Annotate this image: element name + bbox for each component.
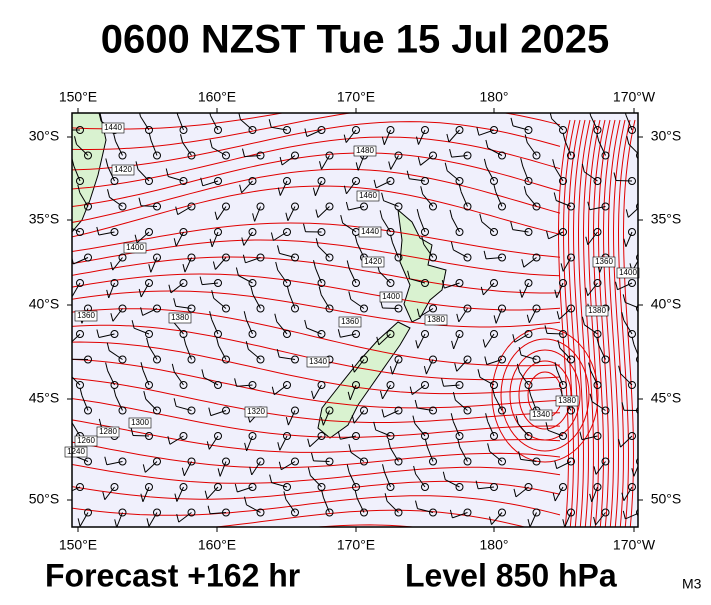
latitude-label: 35°S [29, 211, 60, 227]
contour-label: 1440 [361, 227, 379, 236]
contour-label: 1300 [131, 418, 149, 427]
contour-label: 1340 [532, 410, 550, 419]
forecast-label: Forecast +162 hr [45, 557, 300, 593]
longitude-label: 170°W [613, 537, 656, 553]
longitude-label: 170°E [337, 537, 375, 553]
latitude-label: 30°S [29, 128, 60, 144]
contour-label: 1380 [588, 306, 606, 315]
contour-label: 1360 [595, 257, 613, 266]
contour-label: 1460 [359, 191, 377, 200]
latitude-label: 40°S [651, 296, 682, 312]
barb-flag [62, 122, 64, 130]
barb-stem [383, 308, 399, 309]
barb-stem [314, 461, 330, 462]
longitude-label: 180° [480, 89, 509, 105]
contour-label: 1400 [382, 292, 400, 301]
contour-label: 1320 [247, 407, 265, 416]
longitude-label: 160°E [198, 89, 236, 105]
contour-label: 1420 [364, 257, 382, 266]
barb-flag [66, 337, 68, 345]
contour-label: 1240 [67, 447, 85, 456]
contour-label: 1360 [77, 311, 95, 320]
contour-label: 1280 [99, 427, 117, 436]
longitude-label: 170°E [337, 89, 375, 105]
latitude-label: 45°S [651, 390, 682, 406]
longitude-label: 150°E [59, 89, 97, 105]
contour-label: 1480 [356, 146, 374, 155]
longitude-label: 170°W [613, 89, 656, 105]
contour-label: 1380 [558, 396, 576, 405]
model-label: M3 [682, 576, 702, 592]
contour-label: 1440 [104, 123, 122, 132]
contour-label: 1380 [427, 315, 445, 324]
contour-label: 1400 [619, 268, 637, 277]
latitude-label: 30°S [651, 128, 682, 144]
contour-label: 1400 [126, 243, 144, 252]
map-title: 0600 NZST Tue 15 Jul 2025 [101, 18, 609, 62]
longitude-label: 150°E [59, 537, 97, 553]
contour-label: 1380 [171, 313, 189, 322]
barb-stem [547, 333, 563, 334]
longitude-label: 180° [480, 537, 509, 553]
contour-label: 1420 [114, 165, 132, 174]
contour-label: 1360 [341, 317, 359, 326]
latitude-label: 50°S [29, 491, 60, 507]
contour-label: 1340 [309, 357, 327, 366]
latitude-label: 50°S [651, 491, 682, 507]
barb-flag [67, 366, 69, 374]
barb-flag [63, 218, 65, 226]
contour-label: 1260 [77, 436, 95, 445]
latitude-label: 40°S [29, 296, 60, 312]
barb-stem [616, 181, 632, 182]
level-label: Level 850 hPa [405, 557, 617, 593]
longitude-label: 160°E [198, 537, 236, 553]
latitude-label: 35°S [651, 211, 682, 227]
latitude-label: 45°S [29, 390, 60, 406]
barb-flag [64, 486, 66, 494]
barb-stem [133, 436, 149, 437]
